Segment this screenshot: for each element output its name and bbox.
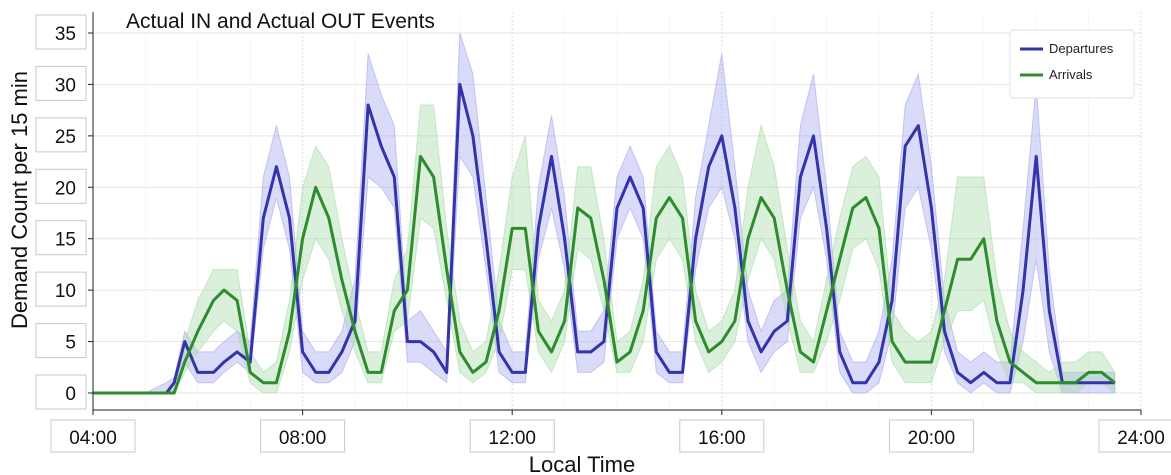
y-tick-frame-25 xyxy=(35,117,87,153)
y-tick-labels: 0 5 10 15 20 25 30 35 xyxy=(55,24,93,405)
y-tick-label-25: 25 xyxy=(55,127,76,148)
x-tick-label-20:00: 20:00 xyxy=(908,428,956,449)
y-tick-frame-10 xyxy=(35,271,87,307)
y-tick-label-30: 30 xyxy=(55,75,76,96)
x-tick-frame-24:00 xyxy=(1098,419,1171,453)
label-frames xyxy=(35,14,1171,453)
y-tick-frame-35 xyxy=(35,14,87,50)
x-tick-label-08:00: 08:00 xyxy=(279,428,327,449)
x-tick-label-24:00: 24:00 xyxy=(1117,428,1165,449)
y-tick-frame-15 xyxy=(35,220,87,256)
y-tick-label-35: 35 xyxy=(55,24,76,45)
x-tick-label-12:00: 12:00 xyxy=(488,428,536,449)
y-tick-label-15: 15 xyxy=(55,230,76,251)
x-tick-frame-12:00 xyxy=(469,419,555,453)
y-tick-frame-0 xyxy=(35,374,87,410)
y-tick-label-10: 10 xyxy=(55,281,76,302)
chart-title: Actual IN and Actual OUT Events xyxy=(126,10,435,33)
legend-label-departures: Departures xyxy=(1049,41,1114,56)
series-lines xyxy=(93,82,1116,395)
x-tick-frame-20:00 xyxy=(888,419,974,453)
legend-box xyxy=(1009,29,1135,99)
x-tick-frame-16:00 xyxy=(679,419,765,453)
legend: Departures Arrivals xyxy=(1009,29,1135,99)
x-tick-label-16:00: 16:00 xyxy=(698,428,746,449)
y-axis-title: Demand Count per 15 min xyxy=(7,71,32,329)
y-tick-label-5: 5 xyxy=(65,333,76,354)
x-tick-label-04:00: 04:00 xyxy=(69,428,117,449)
y-tick-label-0: 0 xyxy=(65,384,76,405)
x-tick-frame-08:00 xyxy=(260,419,346,453)
axes xyxy=(92,12,1141,411)
x-tick-frame-04:00 xyxy=(50,419,136,453)
y-tick-frame-5 xyxy=(35,323,87,359)
series-line-departures xyxy=(93,82,1115,395)
legend-label-arrivals: Arrivals xyxy=(1049,67,1093,82)
series-line-arrivals xyxy=(93,154,1116,395)
y-tick-label-20: 20 xyxy=(55,178,76,199)
y-tick-frame-20 xyxy=(35,168,87,204)
y-tick-frame-30 xyxy=(35,65,87,101)
x-tick-labels: 04:00 08:00 12:00 16:00 20:00 24:00 xyxy=(69,410,1165,449)
x-axis-title: Local Time xyxy=(529,452,635,475)
